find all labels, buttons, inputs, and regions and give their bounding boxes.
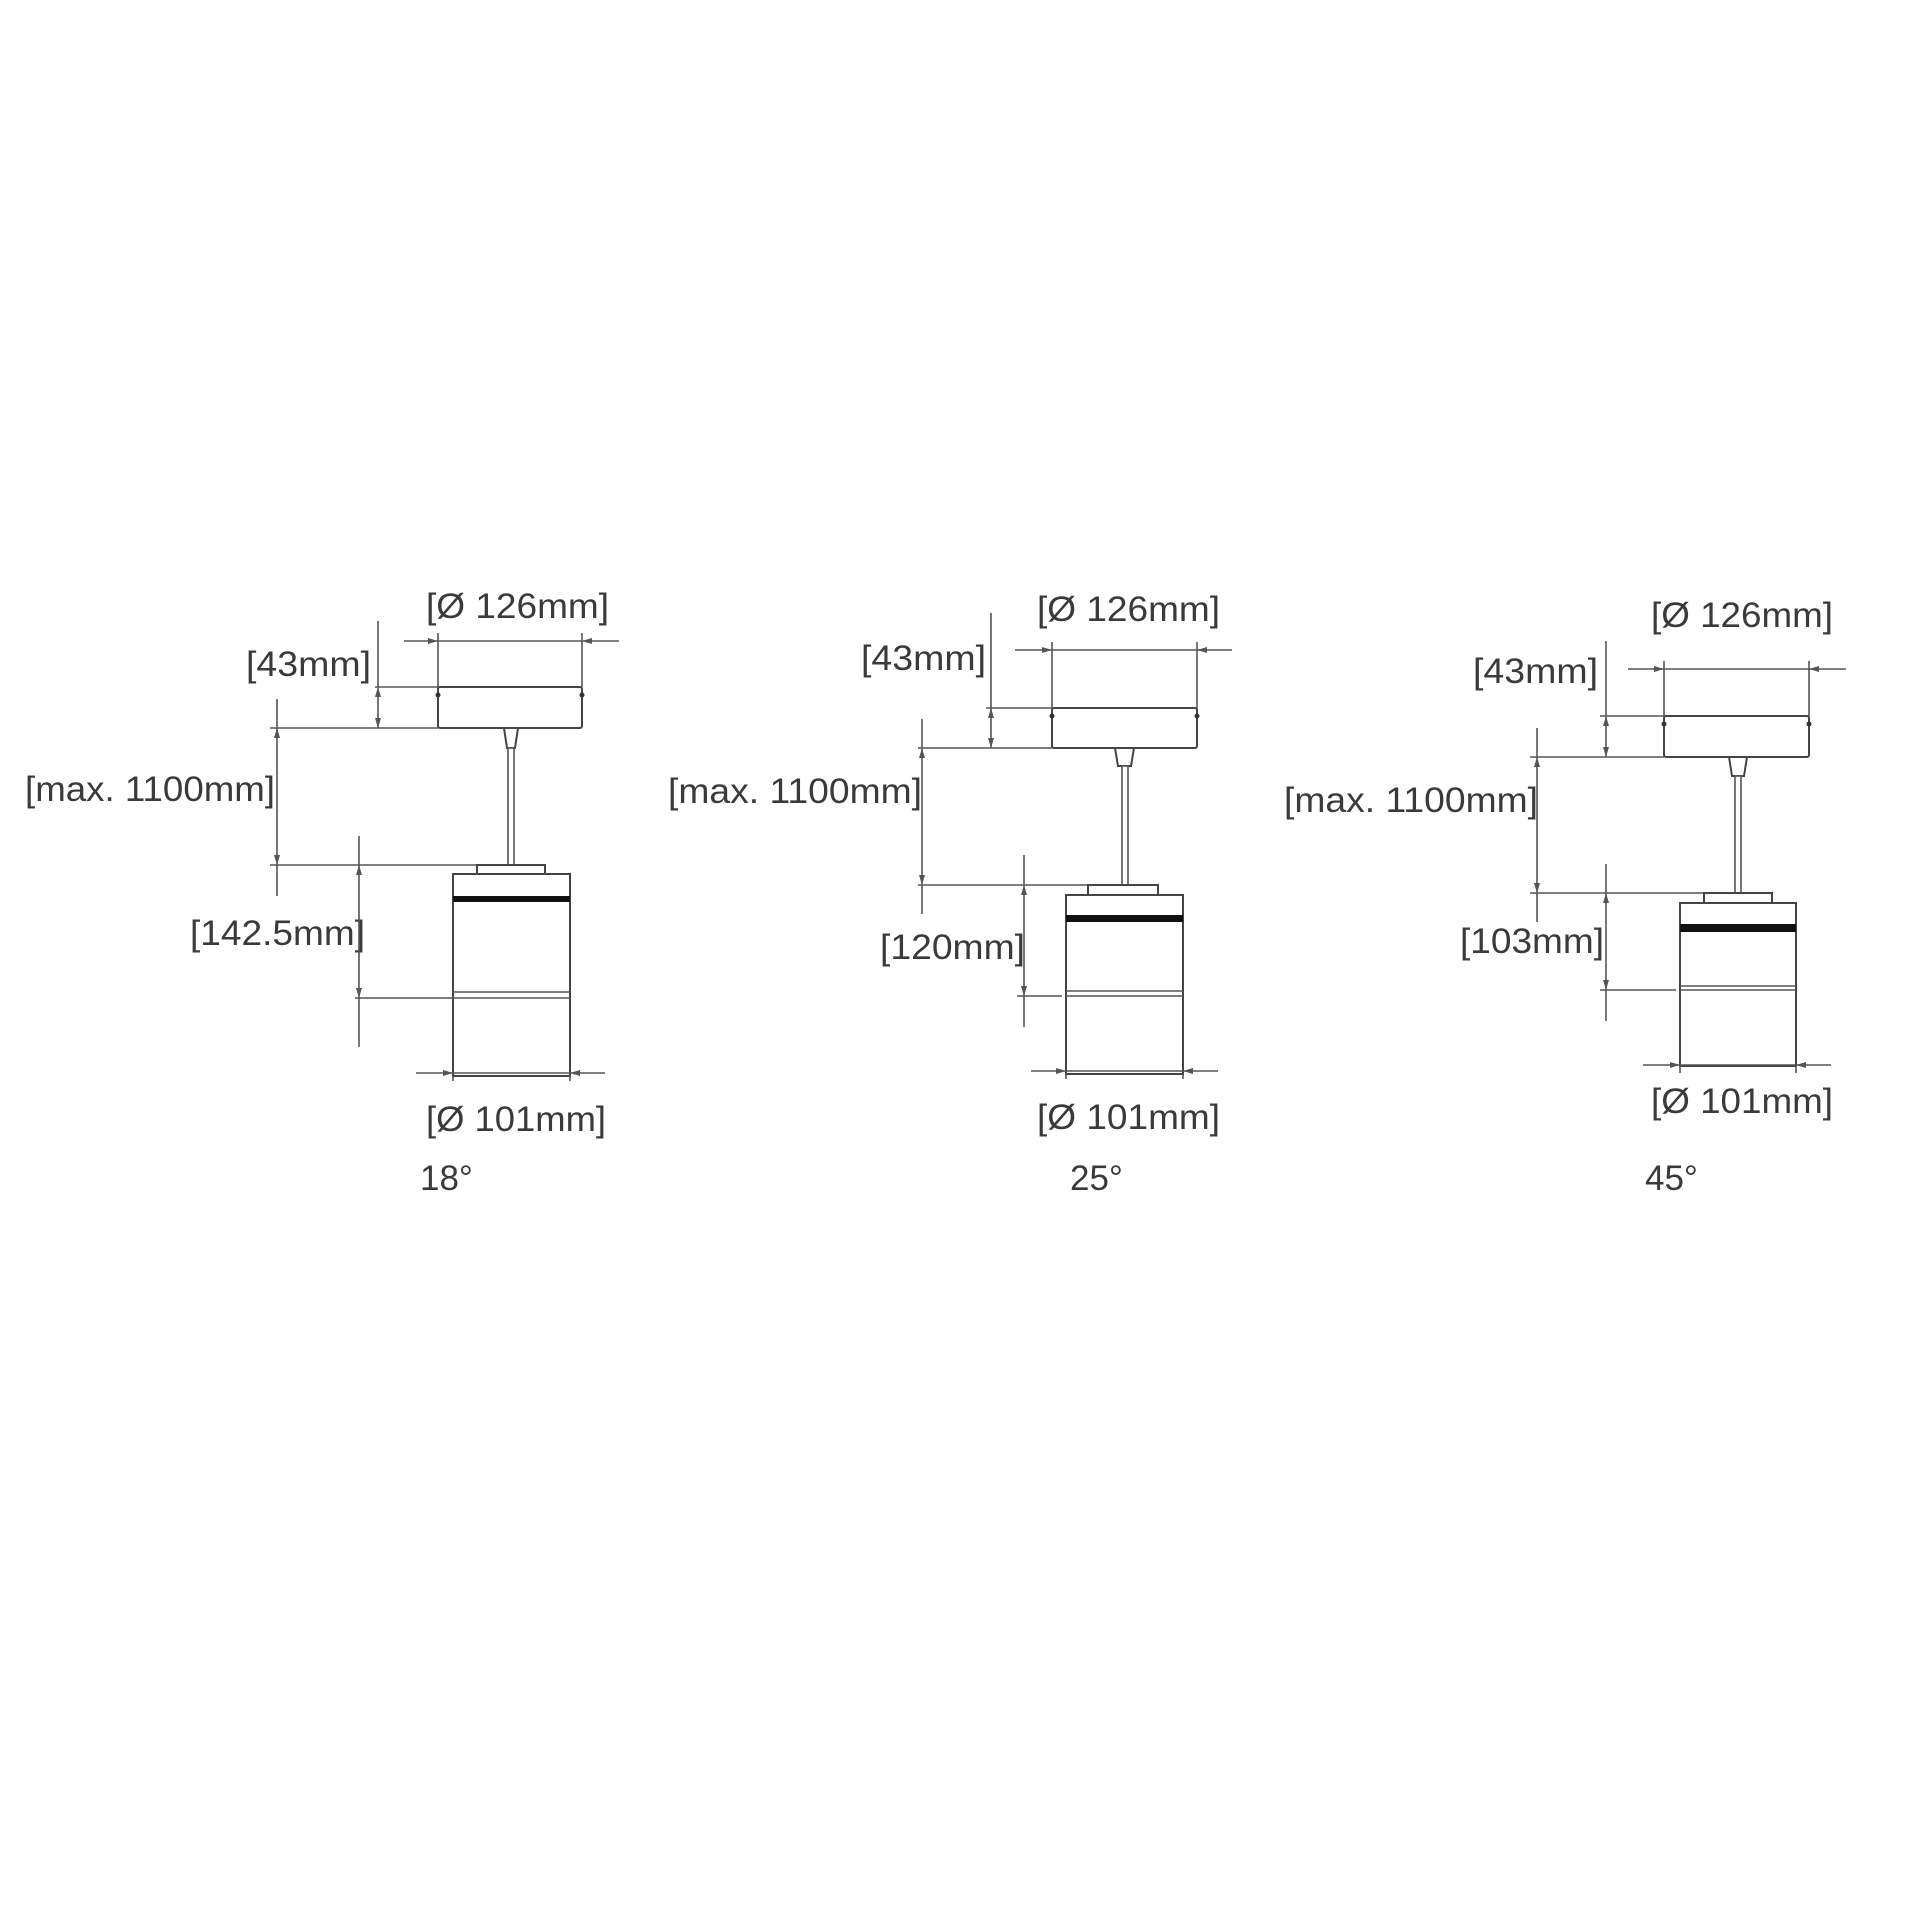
arrow-icon xyxy=(1603,980,1609,990)
arrow-icon xyxy=(1183,1068,1193,1074)
canopy-height-label: [43mm] xyxy=(1473,652,1598,691)
screw-icon xyxy=(435,692,441,698)
arrow-icon xyxy=(1603,747,1609,757)
arrow-icon xyxy=(1534,757,1540,767)
arrow-icon xyxy=(1021,986,1027,996)
body-height-label: [142.5mm] xyxy=(190,914,365,953)
body-cap xyxy=(476,864,546,875)
lamp-band xyxy=(1680,924,1796,932)
beam-angle-label: 18° xyxy=(420,1159,473,1198)
arrow-icon xyxy=(274,855,280,865)
lamp-body xyxy=(1065,894,1184,1075)
cable-connector xyxy=(1113,747,1136,767)
arrow-icon xyxy=(919,748,925,758)
drawing-2: [Ø 126mm] [43mm] [max. 1100mm] [120mm] [Ø 10… xyxy=(668,590,1232,1198)
arrow-icon xyxy=(582,638,592,644)
lamp-band xyxy=(1066,915,1183,922)
canopy xyxy=(437,686,583,729)
arrow-icon xyxy=(1796,1062,1806,1068)
arrow-icon xyxy=(1809,666,1819,672)
canopy xyxy=(1051,707,1198,749)
screw-icon xyxy=(1661,721,1667,727)
screw-icon xyxy=(1806,721,1812,727)
cable-connector xyxy=(502,727,520,749)
body-cap xyxy=(1703,892,1773,904)
body-height-label: [120mm] xyxy=(880,928,1025,967)
arrow-icon xyxy=(356,988,362,998)
drawing-1: [Ø 126mm] [43mm] [max. 1100mm] [142.5mm] [Ø … xyxy=(25,587,619,1198)
arrow-icon xyxy=(375,718,381,728)
arrow-icon xyxy=(1670,1062,1680,1068)
screw-icon xyxy=(1194,713,1200,719)
cable-connector xyxy=(1727,756,1749,777)
arrow-icon xyxy=(443,1070,453,1076)
body-diameter-label: [Ø 101mm] xyxy=(1037,1098,1220,1137)
suspension-rod xyxy=(1121,765,1129,886)
cable-length-label: [max. 1100mm] xyxy=(668,772,922,811)
lamp-body xyxy=(452,873,571,1077)
arrow-icon xyxy=(1056,1068,1066,1074)
arrow-icon xyxy=(570,1070,580,1076)
canopy-diameter-label: [Ø 126mm] xyxy=(1037,590,1220,629)
arrow-icon xyxy=(428,638,438,644)
beam-angle-label: 45° xyxy=(1645,1159,1698,1198)
arrow-icon xyxy=(1603,893,1609,903)
canopy-diameter-label: [Ø 126mm] xyxy=(426,587,609,626)
cable-length-label: [max. 1100mm] xyxy=(1284,781,1538,820)
arrow-icon xyxy=(1654,666,1664,672)
canopy-height-label: [43mm] xyxy=(861,639,986,678)
arrow-icon xyxy=(1021,885,1027,895)
arrow-icon xyxy=(375,687,381,697)
suspension-rod xyxy=(1734,775,1742,894)
canopy-height-label: [43mm] xyxy=(246,645,371,684)
body-diameter-label: [Ø 101mm] xyxy=(426,1100,606,1139)
arrow-icon xyxy=(1197,647,1207,653)
arrow-icon xyxy=(274,728,280,738)
screw-icon xyxy=(579,692,585,698)
arrow-icon xyxy=(1042,647,1052,653)
drawing-3: [Ø 126mm] [43mm] [max. 1100mm] [103mm] [Ø 10… xyxy=(1284,596,1846,1198)
arrow-icon xyxy=(1534,883,1540,893)
body-cap xyxy=(1087,884,1159,896)
arrow-icon xyxy=(988,708,994,718)
cable-length-label: [max. 1100mm] xyxy=(25,770,275,809)
arrow-icon xyxy=(988,738,994,748)
canopy xyxy=(1663,715,1810,758)
beam-angle-label: 25° xyxy=(1070,1159,1123,1198)
canopy-diameter-label: [Ø 126mm] xyxy=(1651,596,1833,635)
arrow-icon xyxy=(1603,716,1609,726)
arrow-icon xyxy=(919,875,925,885)
body-height-label: [103mm] xyxy=(1460,922,1604,961)
body-diameter-label: [Ø 101mm] xyxy=(1651,1082,1833,1121)
screw-icon xyxy=(1049,713,1055,719)
suspension-rod xyxy=(507,747,515,866)
lamp-band xyxy=(453,896,570,902)
arrow-icon xyxy=(356,865,362,875)
